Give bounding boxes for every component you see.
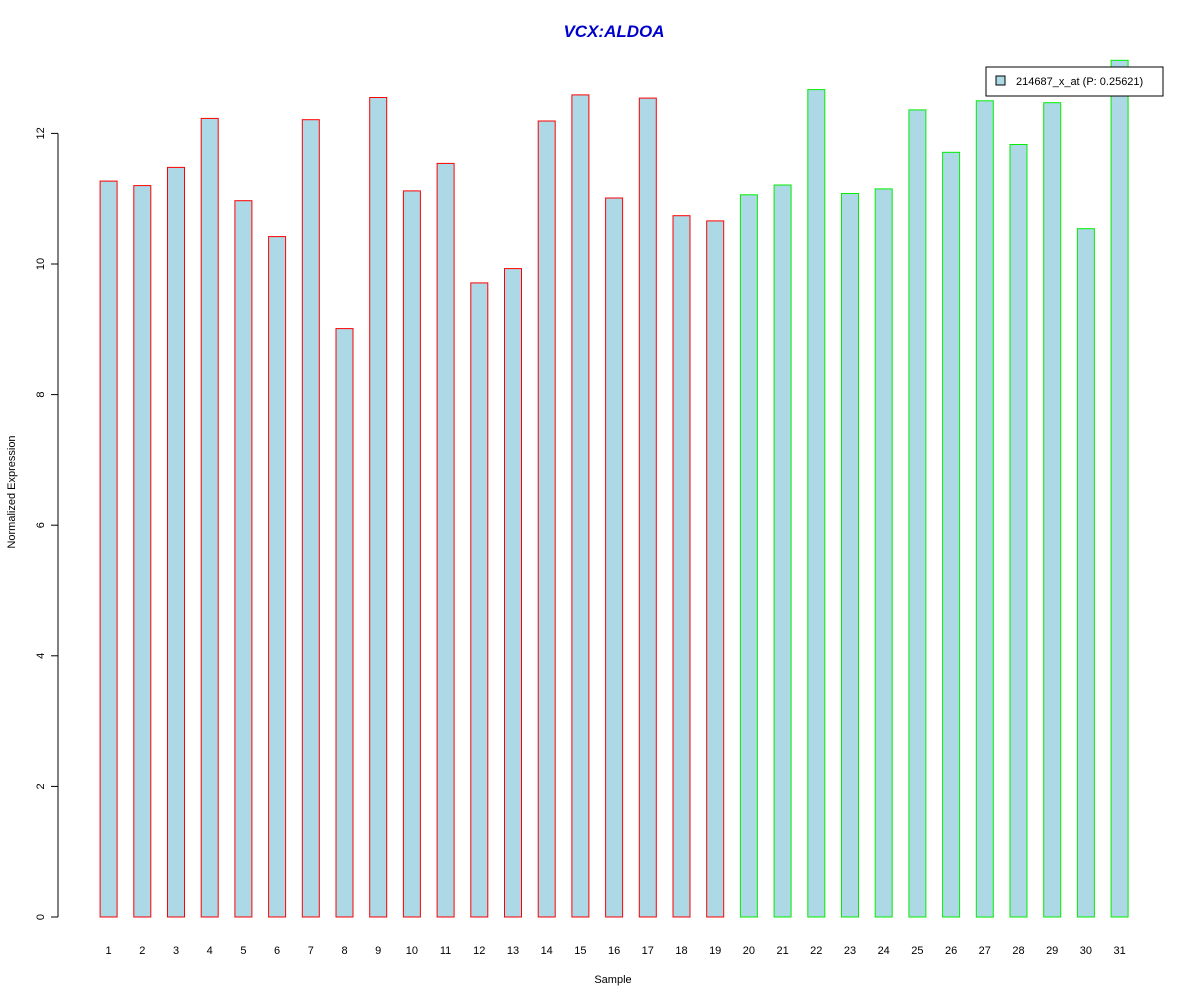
x-tick-label: 1 — [106, 945, 112, 957]
y-tick-label: 12 — [35, 127, 47, 139]
legend-label: 214687_x_at (P: 0.25621) — [1016, 76, 1143, 88]
bar-sample-4 — [200, 117, 219, 918]
y-tick-label: 0 — [35, 914, 47, 920]
x-tick-label: 17 — [642, 945, 654, 957]
x-tick-label: 2 — [139, 945, 145, 957]
x-tick-label: 26 — [945, 945, 957, 957]
bar-sample-25 — [908, 109, 927, 918]
x-tick-label: 7 — [308, 945, 314, 957]
x-tick-label: 18 — [675, 945, 687, 957]
bar-sample-30 — [1076, 228, 1095, 918]
x-tick-label: 3 — [173, 945, 179, 957]
x-tick-label: 5 — [240, 945, 246, 957]
bar-sample-20 — [739, 194, 758, 918]
x-tick-label: 8 — [341, 945, 347, 957]
y-tick-label: 6 — [35, 522, 47, 528]
y-tick-label: 10 — [35, 258, 47, 270]
bar-sample-31 — [1110, 59, 1129, 918]
x-tick-label: 6 — [274, 945, 280, 957]
bar-sample-26 — [942, 151, 961, 918]
legend-swatch — [995, 75, 1006, 86]
y-tick-label: 2 — [35, 783, 47, 789]
bars — [99, 59, 1129, 918]
bar-sample-14 — [537, 120, 556, 918]
x-tick-label: 25 — [911, 945, 923, 957]
legend: 214687_x_at (P: 0.25621) — [985, 66, 1164, 97]
bar-sample-12 — [470, 282, 489, 918]
legend-box — [985, 66, 1164, 97]
x-tick-label: 4 — [207, 945, 213, 957]
bar-sample-9 — [369, 97, 388, 918]
bar-sample-15 — [571, 94, 590, 918]
x-tick-label: 27 — [979, 945, 991, 957]
x-tick-label: 21 — [776, 945, 788, 957]
bar-sample-18 — [672, 215, 691, 918]
bar-sample-16 — [605, 197, 624, 918]
bar-sample-28 — [1009, 144, 1028, 918]
x-tick-label: 31 — [1113, 945, 1125, 957]
x-tick-label: 19 — [709, 945, 721, 957]
x-tick-label: 29 — [1046, 945, 1058, 957]
y-axis: 0 2 4 6 8 10 12 — [35, 127, 59, 920]
x-tick-label: 30 — [1080, 945, 1092, 957]
y-tick-label: 8 — [35, 392, 47, 398]
x-tick-label: 20 — [743, 945, 755, 957]
x-tick-label: 13 — [507, 945, 519, 957]
x-tick-label: 11 — [440, 945, 451, 957]
bar-sample-21 — [773, 184, 792, 918]
x-tick-label: 14 — [541, 945, 553, 957]
x-tick-label: 9 — [375, 945, 381, 957]
x-tick-label: 15 — [574, 945, 586, 957]
x-tick-label: 12 — [473, 945, 485, 957]
x-tick-label: 16 — [608, 945, 620, 957]
bar-sample-29 — [1043, 102, 1062, 918]
y-tick-label: 4 — [35, 653, 47, 659]
bar-sample-13 — [504, 268, 522, 918]
bar-sample-5 — [234, 200, 253, 918]
bar-sample-2 — [133, 185, 152, 918]
y-axis-label: Normalized Expression — [6, 435, 18, 548]
bar-sample-19 — [706, 220, 725, 918]
bar-sample-3 — [167, 166, 185, 918]
bar-sample-7 — [301, 119, 320, 918]
x-axis-label: Sample — [594, 974, 631, 986]
bar-sample-11 — [436, 162, 455, 918]
bar-sample-8 — [335, 328, 354, 918]
bar-sample-27 — [975, 100, 994, 918]
bar-sample-17 — [638, 97, 657, 918]
x-tick-labels: 1 2 3 4 5 6 7 8 9 10 11 12 13 14 15 16 17 18 19 20 21 22 23 24 2… — [106, 945, 1126, 957]
x-tick-label: 24 — [878, 945, 890, 957]
x-tick-label: 23 — [844, 945, 856, 957]
x-tick-label: 22 — [810, 945, 822, 957]
x-tick-label: 28 — [1012, 945, 1024, 957]
bar-sample-10 — [402, 190, 421, 918]
bar-sample-22 — [807, 89, 826, 918]
bar-sample-6 — [268, 236, 287, 918]
chart-title: VCX:ALDOA — [563, 22, 664, 41]
bar-sample-23 — [841, 193, 859, 918]
x-tick-label: 10 — [406, 945, 418, 957]
bar-sample-1 — [99, 180, 118, 918]
bar-sample-24 — [874, 188, 893, 918]
